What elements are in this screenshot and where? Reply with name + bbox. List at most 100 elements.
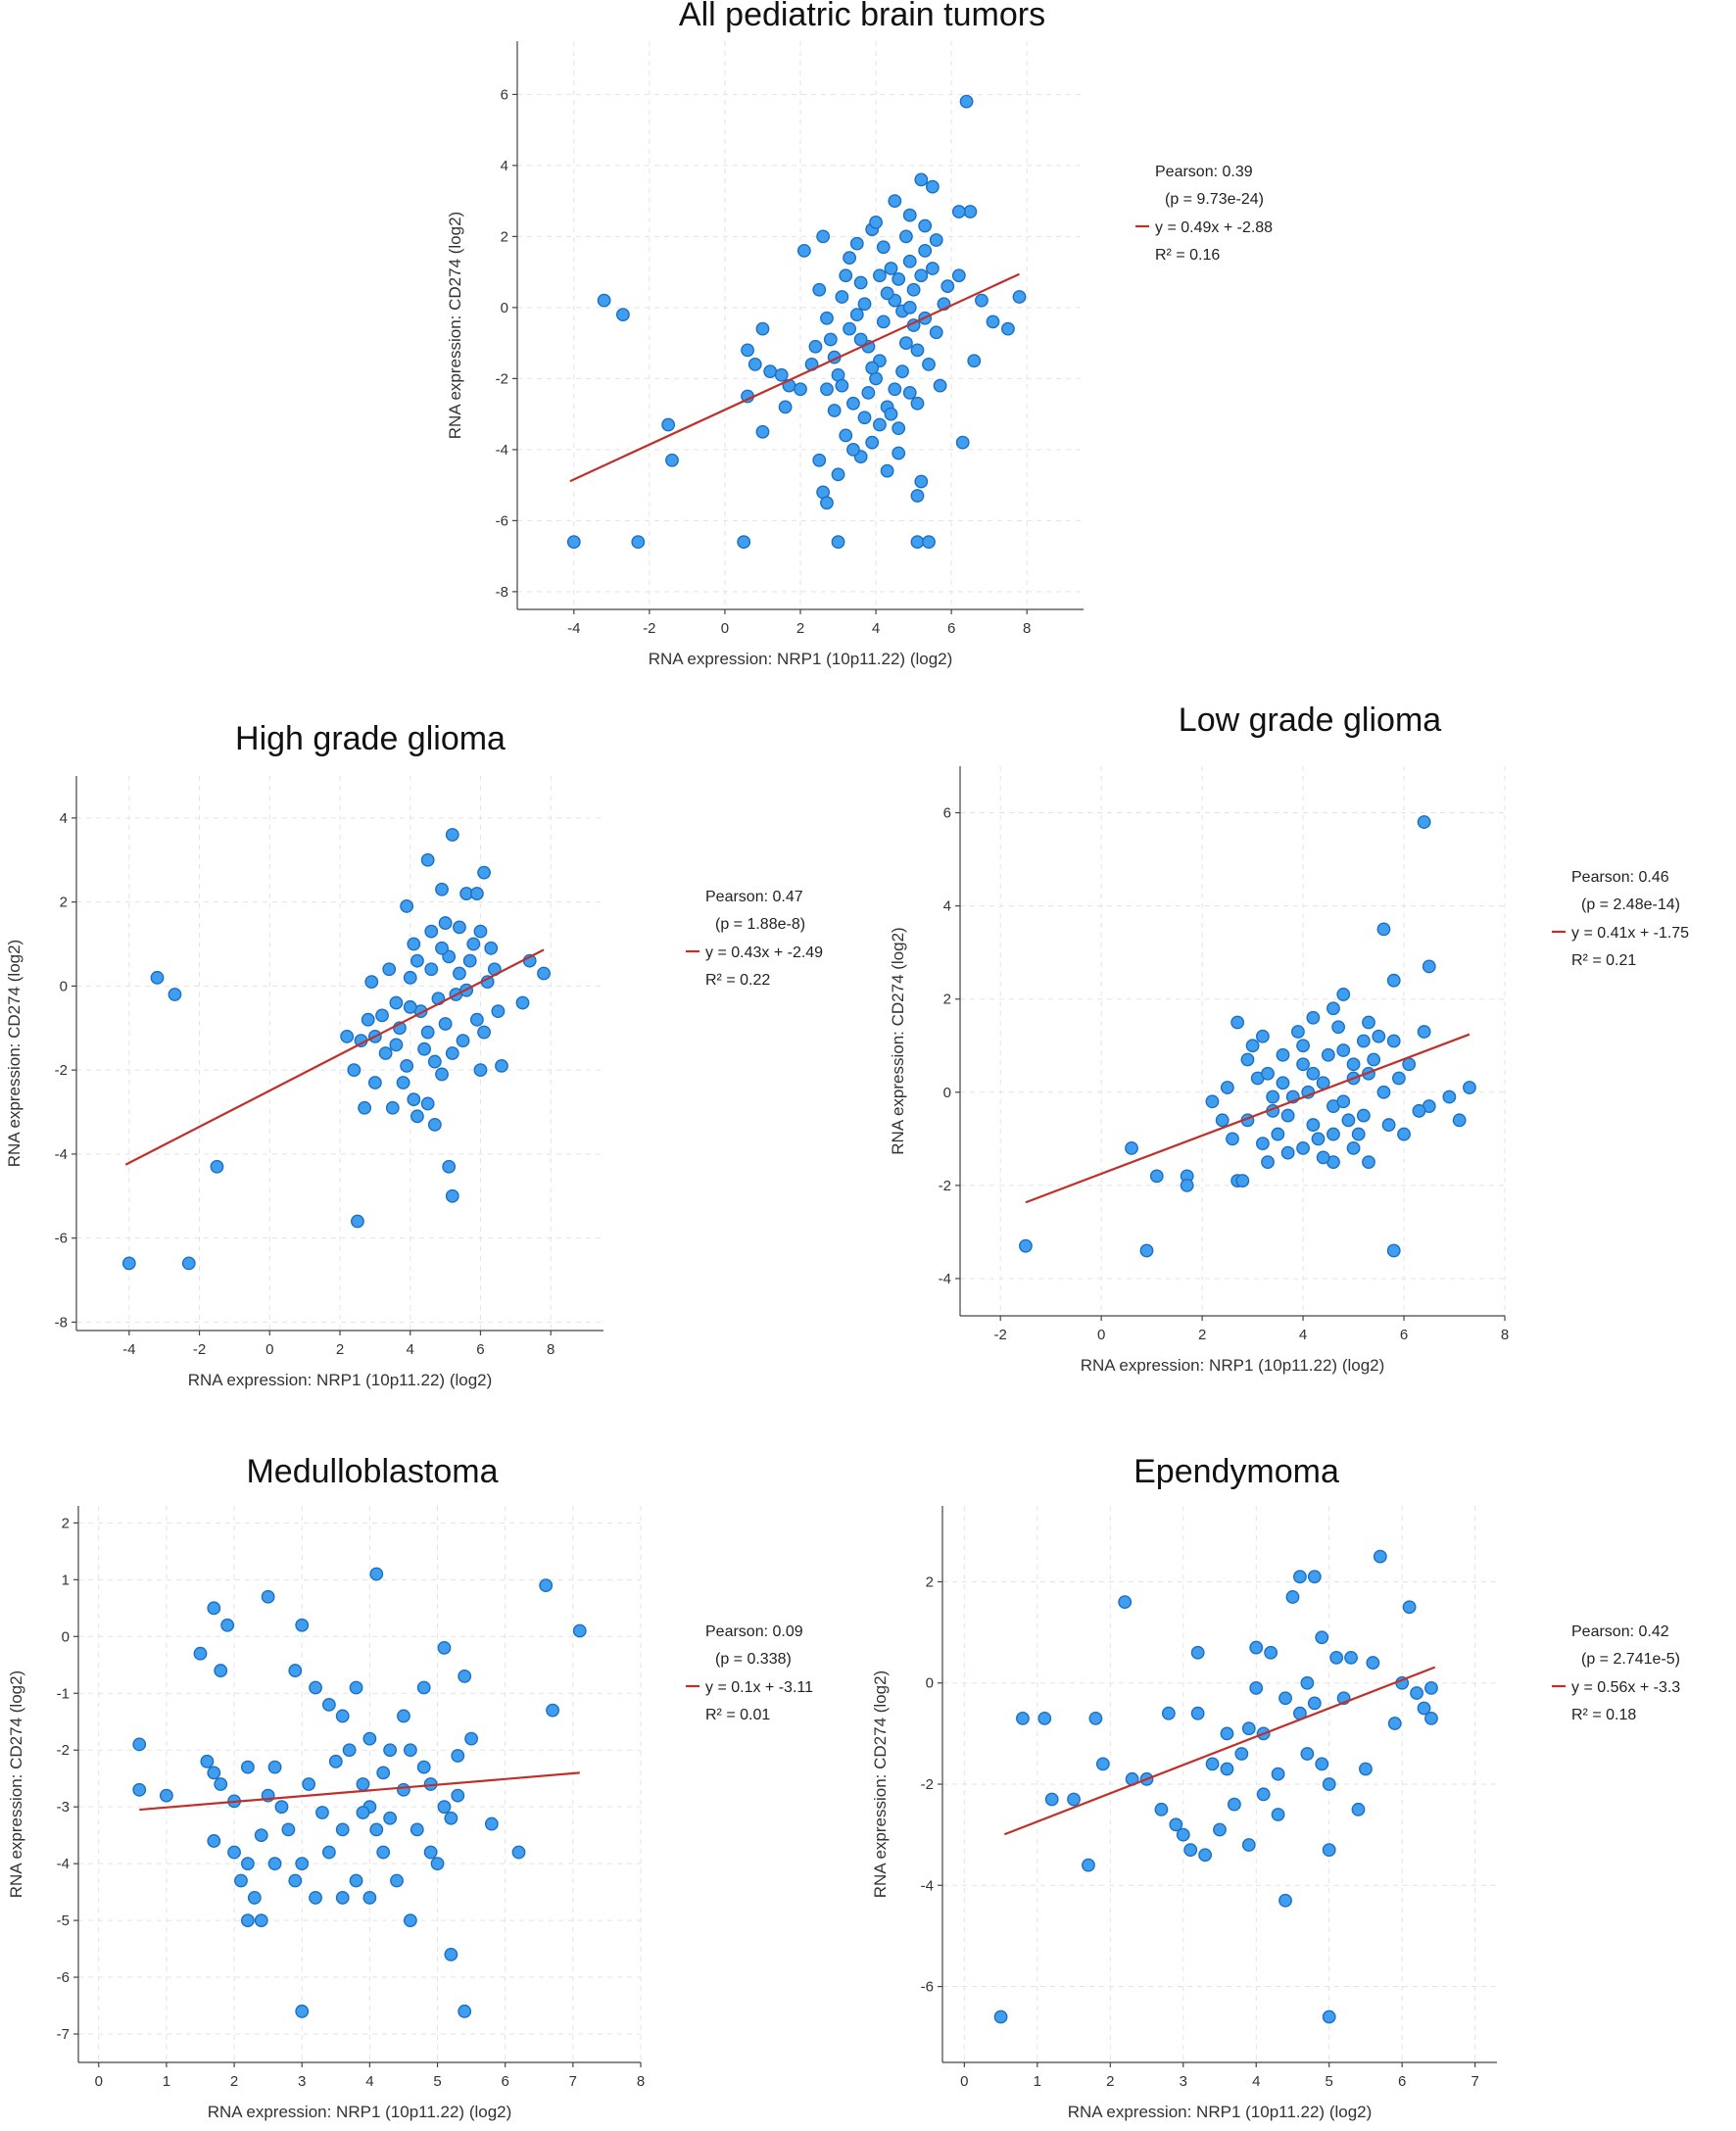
y-tick-label: -6	[921, 1979, 934, 1996]
y-tick-label: 4	[60, 810, 68, 827]
data-point	[1366, 1656, 1380, 1670]
data-point	[1249, 1640, 1264, 1655]
panel-ependymoma: Ependymoma 0 1 2 3 4 5 6 7 -6 -4 -2 0 2 RNA expressio…	[871, 1453, 1680, 2121]
panel-title: Medulloblastoma	[246, 1453, 498, 1490]
data-point	[1220, 1081, 1234, 1094]
data-point	[234, 1873, 248, 1888]
data-point	[876, 315, 891, 329]
data-point	[1019, 1238, 1033, 1253]
data-point	[435, 882, 449, 896]
data-point	[376, 1766, 391, 1780]
data-point	[1391, 1071, 1406, 1086]
data-point	[1412, 1103, 1426, 1118]
data-point	[1280, 1108, 1295, 1123]
y-tick-label: 2	[501, 228, 508, 245]
data-point	[435, 1067, 449, 1082]
data-point	[1256, 1787, 1271, 1802]
data-point	[1376, 922, 1391, 937]
data-point	[469, 1012, 484, 1027]
data-point	[1241, 1721, 1256, 1736]
data-point	[922, 535, 936, 550]
x-tick-label: 4	[872, 620, 880, 637]
data-point	[914, 474, 929, 489]
x-tick-label: -2	[643, 620, 655, 637]
data-point	[1245, 1039, 1260, 1053]
data-point	[383, 1743, 398, 1758]
data-point	[1452, 1113, 1467, 1128]
x-tick-label: 1	[1034, 2073, 1041, 2090]
data-point	[1271, 1808, 1285, 1821]
data-point	[132, 1782, 147, 1797]
data-point	[839, 428, 853, 443]
data-point	[763, 364, 778, 379]
y-axis-label: RNA expression: CD274 (log2)	[889, 927, 907, 1154]
data-point	[462, 953, 477, 968]
data-point	[207, 1834, 221, 1848]
data-point	[389, 1038, 404, 1052]
data-point	[892, 421, 906, 436]
y-tick-label: -2	[921, 1776, 934, 1793]
data-point	[240, 1760, 255, 1774]
data-point	[473, 924, 488, 939]
equation-label: y = 0.41x + -1.75	[1571, 925, 1689, 942]
data-point	[1386, 973, 1401, 988]
data-point	[755, 424, 770, 439]
data-point	[1296, 1057, 1310, 1072]
data-point	[1362, 1015, 1375, 1030]
data-point	[1154, 1802, 1169, 1816]
data-point	[1381, 1118, 1396, 1132]
y-axis-label: RNA expression: CD274 (log2)	[5, 940, 24, 1167]
data-point	[288, 1664, 303, 1677]
data-point	[925, 262, 940, 275]
data-point	[869, 215, 883, 229]
data-point	[1261, 1066, 1275, 1081]
x-tick-label: 7	[1471, 2073, 1478, 2090]
y-tick-label: -5	[57, 1913, 70, 1929]
data-point	[933, 378, 947, 393]
data-point	[1463, 1081, 1476, 1094]
data-point	[831, 467, 845, 482]
data-point	[865, 435, 880, 450]
data-point	[420, 1096, 435, 1111]
data-point	[823, 332, 838, 347]
x-tick-label: 5	[1326, 2073, 1333, 2090]
y-tick-label: 0	[943, 1085, 951, 1101]
data-point	[438, 916, 453, 930]
data-point	[295, 2004, 310, 2018]
data-point	[1311, 1132, 1326, 1146]
data-point	[356, 1806, 370, 1819]
data-point	[910, 535, 925, 550]
data-point	[1326, 1001, 1340, 1016]
data-point	[1205, 1757, 1220, 1771]
data-point	[1442, 1090, 1457, 1104]
data-point	[1336, 1043, 1351, 1057]
data-point	[1402, 1600, 1417, 1615]
data-point	[816, 229, 831, 244]
data-point	[1271, 1767, 1285, 1781]
data-point	[321, 1845, 336, 1860]
data-point	[955, 435, 970, 450]
data-point	[820, 311, 834, 325]
x-tick-label: 0	[721, 620, 729, 637]
data-point	[861, 385, 876, 400]
x-tick-label: 8	[547, 1341, 555, 1358]
data-point	[1230, 1015, 1245, 1030]
data-point	[1336, 1094, 1351, 1109]
pearson-label: Pearson: 0.47	[705, 889, 803, 905]
y-axis-label: RNA expression: CD274 (log2)	[446, 212, 464, 439]
p-value-label: (p = 2.741e-5)	[1581, 1651, 1680, 1668]
data-point	[477, 865, 491, 880]
data-point	[597, 293, 611, 308]
data-point	[884, 407, 898, 421]
y-tick-label: -2	[496, 370, 508, 387]
y-tick-label: 2	[926, 1574, 934, 1590]
data-point	[1307, 1570, 1322, 1584]
data-point	[407, 1092, 421, 1107]
y-tick-label: 4	[943, 898, 951, 915]
data-point	[451, 1788, 465, 1803]
data-point	[362, 1731, 377, 1746]
pearson-label: Pearson: 0.39	[1155, 164, 1253, 180]
data-point	[464, 1731, 479, 1746]
data-point	[1215, 1113, 1230, 1128]
y-tick-label: 0	[926, 1675, 934, 1692]
